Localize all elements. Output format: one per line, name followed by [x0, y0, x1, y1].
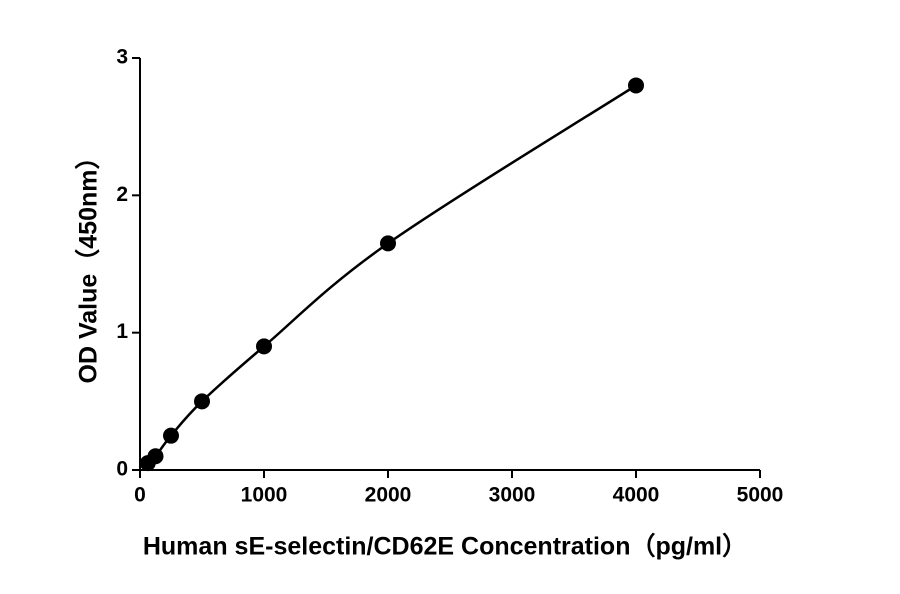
y-tick-label: 1 — [116, 320, 128, 343]
data-point — [380, 235, 396, 252]
y-tick-label: 3 — [116, 46, 128, 69]
data-point — [163, 427, 179, 444]
y-tick-label: 0 — [116, 458, 128, 481]
x-tick-label: 4000 — [613, 484, 660, 507]
data-point — [256, 338, 272, 355]
data-point — [628, 77, 644, 94]
y-axis-label: OD Value（450nm） — [74, 145, 103, 384]
x-tick-label: 2000 — [365, 484, 412, 507]
data-point — [194, 393, 210, 410]
fit-curve — [146, 84, 637, 465]
data-point — [147, 448, 164, 465]
y-tick-label: 2 — [116, 183, 128, 206]
x-tick-label: 1000 — [241, 484, 288, 507]
x-tick-label: 3000 — [489, 484, 536, 507]
x-axis-label: Human sE-selectin/CD62E Concentration（pg… — [143, 532, 747, 561]
x-tick-label: 5000 — [737, 484, 784, 507]
x-tick-label: 0 — [134, 484, 146, 507]
